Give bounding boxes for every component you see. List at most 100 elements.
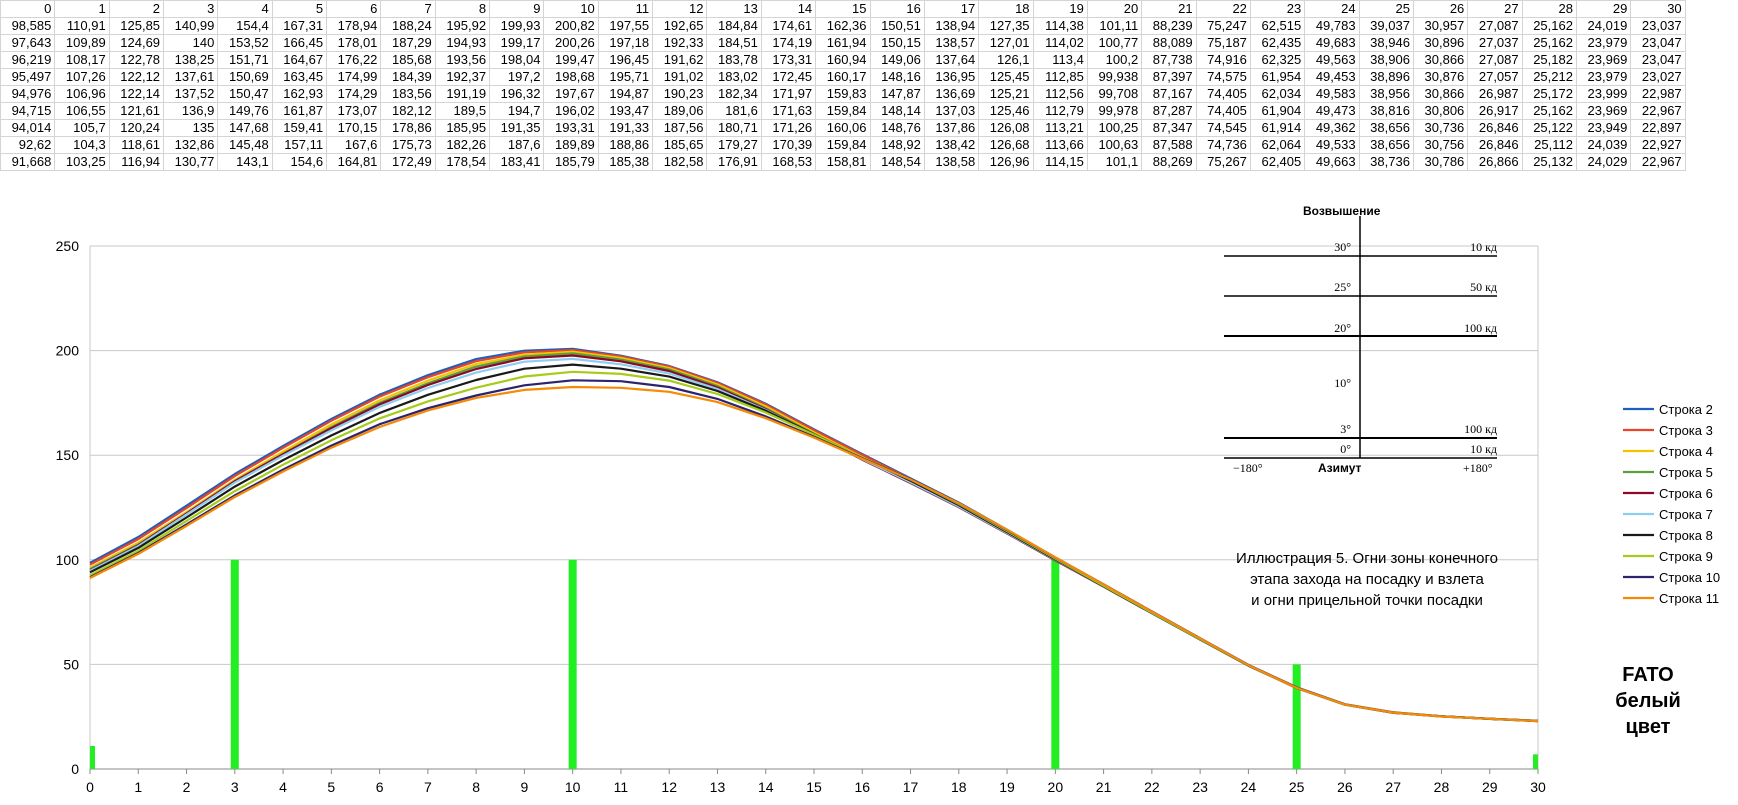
table-cell[interactable]: 15 (815, 0, 871, 18)
table-cell[interactable]: 23,979 (1575, 68, 1632, 86)
table-cell[interactable]: 125,45 (978, 68, 1034, 86)
table-cell[interactable]: 30,876 (1412, 68, 1469, 86)
table-cell[interactable]: 185,68 (380, 51, 436, 69)
table-cell[interactable]: 136,95 (923, 68, 980, 86)
table-cell[interactable]: 167,6 (326, 136, 382, 154)
table-cell[interactable]: 107,26 (54, 68, 110, 86)
table-cell[interactable]: 121,61 (108, 102, 165, 120)
table-cell[interactable]: 101,11 (1086, 17, 1143, 35)
table-cell[interactable]: 125,46 (978, 102, 1034, 120)
table-cell[interactable]: 101,1 (1086, 153, 1143, 171)
table-cell[interactable]: 94,976 (0, 85, 56, 103)
table-cell[interactable]: 184,84 (706, 17, 762, 35)
table-cell[interactable]: 75,247 (1195, 17, 1251, 35)
table-cell[interactable]: 154,6 (271, 153, 328, 171)
table-cell[interactable]: 62,405 (1249, 153, 1306, 171)
table-cell[interactable]: 150,47 (217, 85, 273, 103)
table-cell[interactable]: 22,967 (1630, 153, 1686, 171)
table-cell[interactable]: 49,783 (1304, 17, 1360, 35)
table-cell[interactable]: 122,14 (108, 85, 165, 103)
table-cell[interactable]: 183,56 (380, 85, 436, 103)
table-cell[interactable]: 49,473 (1304, 102, 1360, 120)
table-cell[interactable]: 14 (760, 0, 817, 18)
table-cell[interactable]: 125,85 (108, 17, 165, 35)
table-cell[interactable]: 138,42 (923, 136, 980, 154)
table-cell[interactable]: 104,3 (54, 136, 110, 154)
table-cell[interactable]: 126,68 (978, 136, 1034, 154)
table-cell[interactable]: 114,15 (1032, 153, 1088, 171)
table-cell[interactable]: 130,77 (163, 153, 219, 171)
table-cell[interactable]: 143,1 (217, 153, 273, 171)
table-cell[interactable]: 171,63 (760, 102, 817, 120)
table-cell[interactable]: 176,22 (326, 51, 382, 69)
table-cell[interactable]: 178,54 (434, 153, 491, 171)
table-cell[interactable]: 112,85 (1032, 68, 1088, 86)
table-cell[interactable]: 49,683 (1304, 34, 1360, 52)
table-cell[interactable]: 49,663 (1304, 153, 1360, 171)
table-cell[interactable]: 38,956 (1358, 85, 1414, 103)
table-cell[interactable]: 151,71 (217, 51, 273, 69)
table-cell[interactable]: 75,267 (1195, 153, 1251, 171)
table-cell[interactable]: 183,41 (489, 153, 545, 171)
table-cell[interactable]: 19 (1032, 0, 1088, 18)
table-cell[interactable]: 27,087 (1467, 17, 1523, 35)
table-cell[interactable]: 25,172 (1521, 85, 1577, 103)
table-cell[interactable]: 25,212 (1521, 68, 1577, 86)
table-cell[interactable]: 113,4 (1032, 51, 1088, 69)
table-cell[interactable]: 99,938 (1086, 68, 1143, 86)
table-cell[interactable]: 196,32 (489, 85, 545, 103)
table-cell[interactable]: 87,397 (1141, 68, 1197, 86)
table-cell[interactable]: 108,17 (54, 51, 110, 69)
table-cell[interactable]: 158,81 (815, 153, 871, 171)
table-cell[interactable]: 25,162 (1521, 17, 1577, 35)
table-cell[interactable]: 200,82 (543, 17, 599, 35)
table-cell[interactable]: 189,06 (652, 102, 708, 120)
table-cell[interactable]: 199,47 (543, 51, 599, 69)
table-cell[interactable]: 22,967 (1630, 102, 1686, 120)
table-cell[interactable]: 87,738 (1141, 51, 1197, 69)
table-cell[interactable]: 21 (1141, 0, 1197, 18)
table-cell[interactable]: 25,162 (1521, 102, 1577, 120)
table-cell[interactable]: 30,786 (1412, 153, 1469, 171)
table-cell[interactable]: 113,66 (1032, 136, 1088, 154)
table-cell[interactable]: 10 (543, 0, 599, 18)
table-cell[interactable]: 126,96 (978, 153, 1034, 171)
table-cell[interactable]: 88,089 (1141, 34, 1197, 52)
table-cell[interactable]: 23,969 (1575, 102, 1632, 120)
table-cell[interactable]: 74,736 (1195, 136, 1251, 154)
table-cell[interactable]: 161,94 (815, 34, 871, 52)
table-cell[interactable]: 192,65 (652, 17, 708, 35)
table-cell[interactable]: 196,45 (597, 51, 654, 69)
table-cell[interactable]: 185,79 (543, 153, 599, 171)
table-cell[interactable]: 137,64 (923, 51, 980, 69)
table-cell[interactable]: 136,69 (923, 85, 980, 103)
table-cell[interactable]: 62,515 (1249, 17, 1306, 35)
table-cell[interactable]: 20 (1086, 0, 1143, 18)
table-cell[interactable]: 74,916 (1195, 51, 1251, 69)
table-cell[interactable]: 49,453 (1304, 68, 1360, 86)
table-cell[interactable]: 160,17 (815, 68, 871, 86)
table-cell[interactable]: 176,91 (706, 153, 762, 171)
table-cell[interactable]: 154,4 (217, 17, 273, 35)
table-cell[interactable]: 187,29 (380, 34, 436, 52)
table-cell[interactable]: 179,27 (706, 136, 762, 154)
table-cell[interactable]: 127,35 (978, 17, 1034, 35)
table-cell[interactable]: 194,93 (434, 34, 491, 52)
table-cell[interactable]: 162,93 (271, 85, 328, 103)
table-cell[interactable]: 26,917 (1467, 102, 1523, 120)
table-cell[interactable]: 116,94 (108, 153, 165, 171)
table-cell[interactable]: 30,896 (1412, 34, 1469, 52)
table-cell[interactable]: 28 (1521, 0, 1577, 18)
table-cell[interactable]: 160,06 (815, 119, 871, 137)
table-cell[interactable]: 100,77 (1086, 34, 1143, 52)
table-cell[interactable]: 25,182 (1521, 51, 1577, 69)
table-cell[interactable]: 182,34 (706, 85, 762, 103)
table-cell[interactable]: 24,029 (1575, 153, 1632, 171)
table-cell[interactable]: 106,96 (54, 85, 110, 103)
table-cell[interactable]: 174,19 (760, 34, 817, 52)
table-cell[interactable]: 172,45 (760, 68, 817, 86)
table-cell[interactable]: 49,362 (1304, 119, 1360, 137)
table-cell[interactable]: 170,15 (326, 119, 382, 137)
table-cell[interactable]: 148,76 (869, 119, 925, 137)
table-cell[interactable]: 112,56 (1032, 85, 1088, 103)
